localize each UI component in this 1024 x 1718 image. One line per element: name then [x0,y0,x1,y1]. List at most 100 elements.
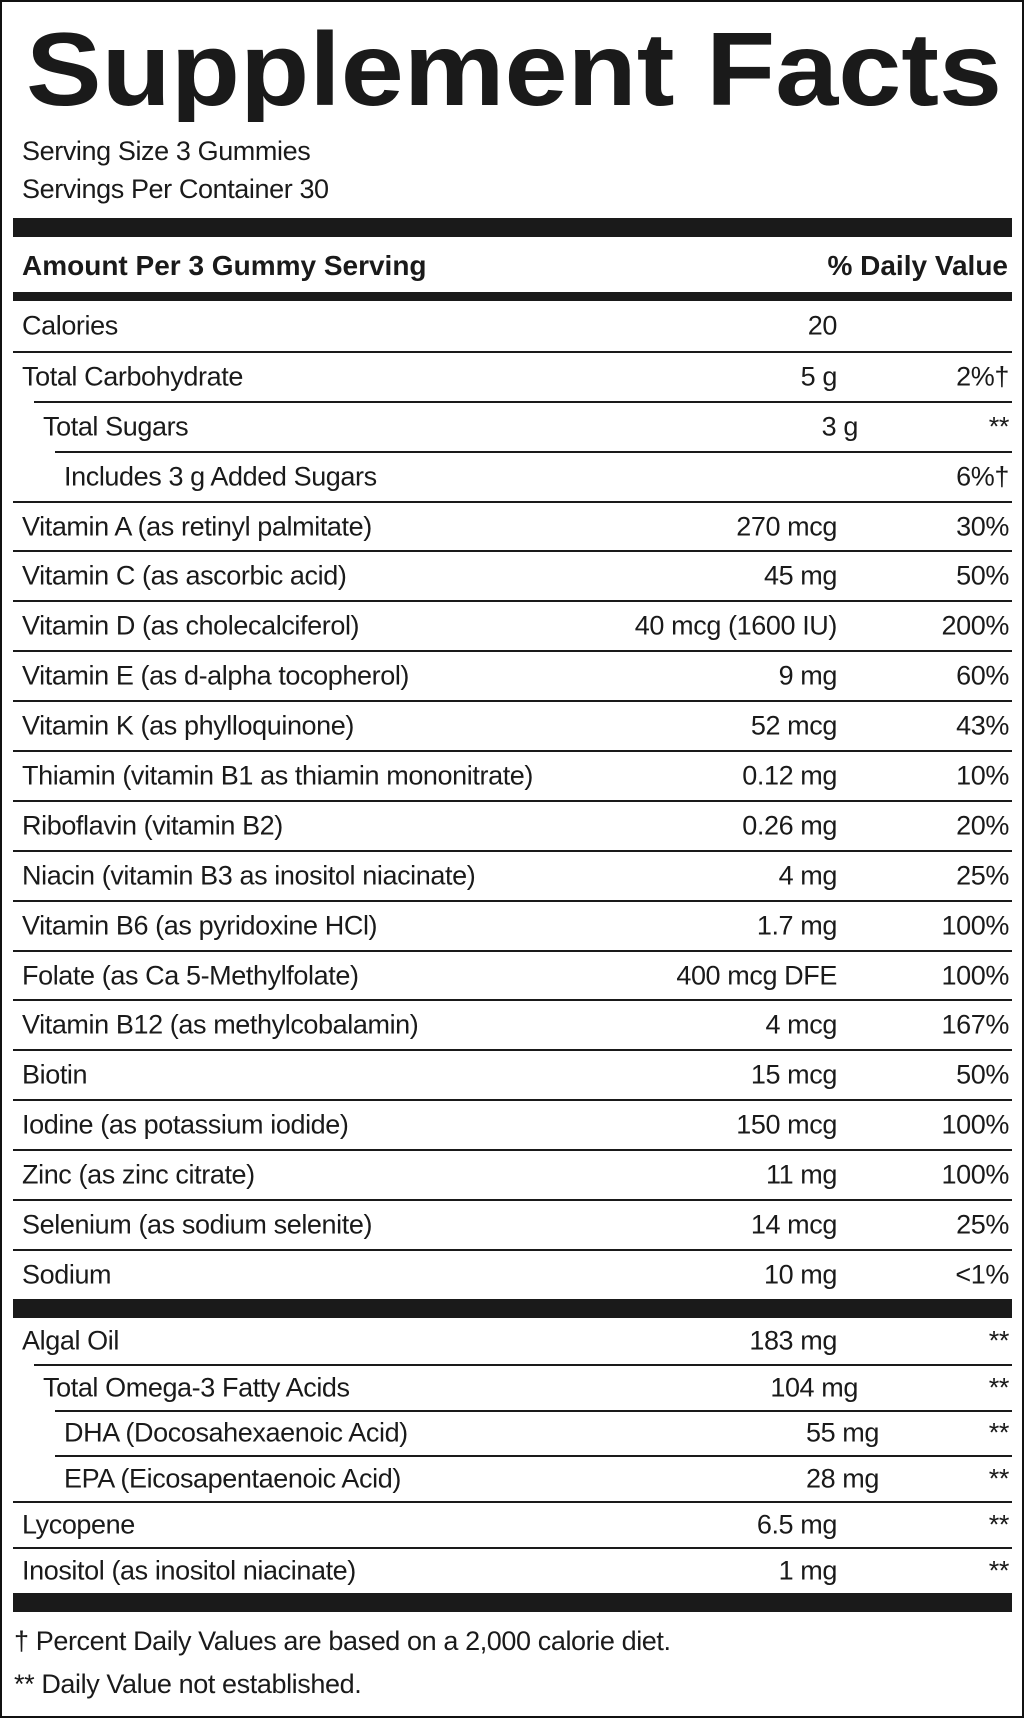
nutrient-name: Niacin (vitamin B3 as inositol niacinate… [22,860,476,891]
daily-value: 50% [956,560,1009,591]
serving-size: Serving Size 3 Gummies [22,136,311,166]
daily-value: ** [988,1372,1010,1403]
nutrient-row: EPA (Eicosapentaenoic Acid) 28 mg ** [55,1455,1012,1501]
thick-rule [13,1593,1012,1612]
nutrient-row: Sodium 10 mg <1% [13,1248,1012,1299]
amount: 20 [807,310,838,341]
nutrient-name: Includes 3 g Added Sugars [64,461,377,492]
amount-header: Amount Per 3 Gummy Serving [22,250,427,281]
amount: 0.26 mg [742,810,837,841]
daily-value: 10% [956,760,1009,791]
amount: 270 mcg [736,511,837,541]
nutrient-name: Riboflavin (vitamin B2) [22,810,283,841]
nutrient-row: Vitamin E (as d-alpha tocopherol) 9 mg 60% [13,650,1012,700]
nutrient-row: Vitamin B12 (as methylcobalamin) 4 mcg 167… [13,999,1012,1049]
nutrient-row: Algal Oil 183 mg ** [13,1318,1012,1364]
footnote: ** Daily Value not established. [14,1669,362,1699]
amount: 28 mg [805,1463,879,1494]
amount: 1.7 mg [756,910,838,941]
nutrient-name: Lycopene [22,1509,135,1540]
nutrient-row: Biotin 15 mcg 50% [13,1049,1012,1099]
amount: 10 mg [763,1259,837,1290]
title: Supplement Facts [26,12,1002,122]
amount: 183 mg [749,1325,837,1356]
nutrient-row: Total Carbohydrate 5 g 2%† [13,350,1012,401]
daily-value: 25% [956,1209,1009,1240]
nutrient-name: Folate (as Ca 5-Methylfolate) [22,960,359,991]
nutrient-name: DHA (Docosahexaenoic Acid) [64,1417,408,1448]
nutrient-name: Calories [22,310,118,341]
servings-per-container: Servings Per Container 30 [22,174,329,204]
nutrient-name: Selenium (as sodium selenite) [22,1209,373,1240]
daily-value: 100% [941,960,1010,991]
daily-value: 2%† [956,361,1009,392]
title-area: Supplement Facts [26,12,1002,122]
daily-value: 167% [941,1009,1010,1040]
nutrient-name: EPA (Eicosapentaenoic Acid) [64,1463,401,1494]
nutrient-name: Zinc (as zinc citrate) [22,1159,255,1190]
nutrient-name: Inositol (as inositol niacinate) [22,1555,356,1586]
nutrient-name: Vitamin A (as retinyl palmitate) [22,511,372,541]
amount: 6.5 mg [756,1509,838,1540]
amount: 5 g [800,361,838,392]
nutrient-row: Vitamin K (as phylloquinone) 52 mcg 43% [13,700,1012,750]
medium-rule [13,292,1012,301]
nutrient-row: Niacin (vitamin B3 as inositol niacinate… [13,849,1012,900]
daily-value: 100% [941,910,1010,941]
daily-value: 20% [956,810,1009,841]
nutrient-row: Inositol (as inositol niacinate) 1 mg ** [13,1546,1012,1593]
nutrient-row: Vitamin A (as retinyl palmitate) 270 mcg 3… [13,500,1012,551]
daily-value: ** [988,1509,1010,1540]
nutrient-name: Vitamin D (as cholecalciferol) [22,610,360,641]
nutrient-name: Algal Oil [22,1325,119,1356]
amount: 4 mg [778,860,838,891]
nutrient-name: Total Omega-3 Fatty Acids [43,1372,350,1403]
nutrient-row: Includes 3 g Added Sugars 6%† [55,450,1012,501]
nutrient-row: Thiamin (vitamin B1 as thiamin mononitra… [13,750,1012,800]
nutrient-row: DHA (Docosahexaenoic Acid) 55 mg ** [55,1409,1012,1456]
daily-value: 30% [956,511,1009,541]
nutrient-name: Iodine (as potassium iodide) [22,1109,349,1140]
daily-value: 100% [941,1109,1010,1140]
nutrient-section: Calories 20 Total Carbohydrate 5 g 2%† Total … [13,301,1012,1299]
nutrient-name: Vitamin K (as phylloquinone) [22,710,354,741]
amount: 0.12 mg [742,760,837,791]
amount: 14 mcg [750,1209,838,1240]
daily-value: 43% [956,710,1009,741]
amount: 9 mg [778,660,838,691]
nutrient-row: Folate (as Ca 5-Methylfolate) 400 mcg DFE… [13,949,1012,1000]
daily-value: 100% [941,1159,1010,1190]
nutrient-name: Biotin [22,1059,88,1090]
daily-value: 6%† [956,461,1009,492]
amount: 11 mg [765,1159,837,1190]
nutrient-row: Selenium (as sodium selenite) 14 mcg 25% [13,1199,1012,1249]
amount: 45 mg [763,560,837,591]
amount: 150 mcg [736,1109,837,1140]
nutrient-row: Calories 20 [13,301,1012,351]
nutrient-row: Total Omega-3 Fatty Acids 104 mg ** [34,1363,1012,1410]
amount: 52 mcg [750,710,838,741]
nutrient-name: Vitamin B12 (as methylcobalamin) [22,1009,419,1040]
thick-rule [13,1299,1012,1318]
daily-value: 25% [956,860,1009,891]
nutrient-name: Vitamin B6 (as pyridoxine HCl) [22,910,378,941]
nutrient-name: Total Carbohydrate [22,361,243,392]
daily-value: ** [988,1463,1010,1494]
nutrient-name: Vitamin C (as ascorbic acid) [22,560,347,591]
nutrient-row: Vitamin C (as ascorbic acid) 45 mg 50% [13,550,1012,600]
amount: 104 mg [770,1372,858,1403]
nutrient-name: Total Sugars [43,411,189,442]
daily-value: ** [988,1325,1010,1356]
amount: 1 mg [778,1555,838,1586]
nutrient-row: Riboflavin (vitamin B2) 0.26 mg 20% [13,799,1012,850]
nutrient-row: Vitamin B6 (as pyridoxine HCl) 1.7 mg 100% [13,899,1012,950]
nutrient-name: Thiamin (vitamin B1 as thiamin mononitra… [22,760,534,791]
daily-value: ** [988,411,1010,442]
nutrient-row: Zinc (as zinc citrate) 11 mg 100% [13,1149,1012,1199]
nutrient-row: Total Sugars 3 g ** [34,400,1012,451]
amount: 15 mcg [750,1059,838,1090]
daily-value: 50% [956,1059,1009,1090]
daily-value: 60% [956,660,1009,691]
amount: 3 g [821,411,859,442]
